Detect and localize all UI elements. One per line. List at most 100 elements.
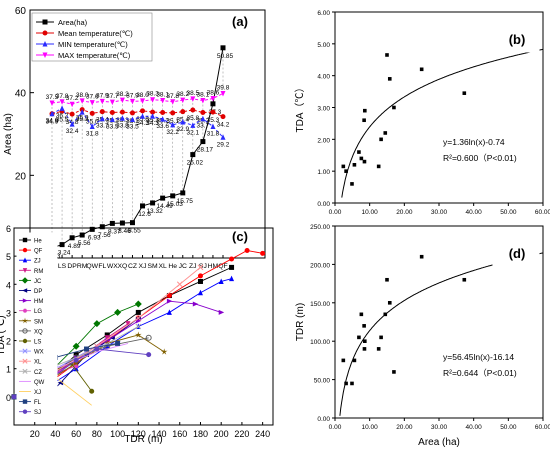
panel-c-xtick-label: 180 [193,429,208,439]
panel-a-data-label: 3.24 [58,250,71,257]
panel-a-point [119,109,125,115]
panel-a-data-label: 33.8 [116,122,129,129]
panel-a-xtick-label: SM [147,263,158,270]
panel-a-data-label: 34.3 [136,120,149,127]
panel-c-legend-label: LG [34,309,42,315]
panel-d-point [376,347,381,351]
panel-d-equation: y=56.45ln(x)-16.14 [443,352,514,362]
panel-d-point [357,335,361,340]
panel-c-legend-label: SM [34,319,43,325]
panel-c-ytick-label: 1 [6,365,11,375]
panel-a-data-label: 37.9 [126,92,139,99]
panel-a-point [220,45,226,51]
panel-a-point [89,100,95,106]
panel-a-legend-marker [42,30,48,36]
panel-a-data-label: 36.2 [56,112,69,119]
panel-c-legend-label: RM [34,269,43,275]
panel-d-point [462,277,467,282]
panel-b-point [419,67,424,72]
panel-a-data-label: 13.32 [146,208,163,215]
panel-a-data-label: 34.3 [146,120,159,127]
panel-a-xtick-label: XJ [139,263,147,270]
panel-c-point [244,248,250,254]
panel-c-legend-marker [22,328,28,334]
panel-a-data-label: 4.89 [68,243,81,250]
panel-c-ylabel: TDA (℃) [0,315,7,355]
panel-a-point [190,152,196,158]
panel-c-legend-marker [22,257,28,263]
panel-c-legend-label: HM [34,299,43,305]
panel-a-data-label: 35.3 [207,117,220,124]
panel-a-xtick-label: JC [179,263,187,270]
panel-a-xtick-label: WX [107,263,118,270]
panel-c-legend-marker [22,348,28,354]
panel-b-point [362,118,366,123]
panel-a-data-label: 28.17 [197,147,214,154]
panel-c-legend-label: QF [34,249,43,255]
panel-a-point [129,110,135,116]
panel-d-xtick-label: 50.00 [500,424,517,431]
panel-c-point [84,346,90,352]
panel-a-legend-label: Area(ha) [58,18,88,27]
panel-c-point [197,264,204,271]
panel-d-r2: R²=0.644（P<0.01) [443,368,517,378]
panel-d-label: (d) [509,246,526,261]
panel-c-xlabel: TDR (m) [124,434,162,445]
panel-a-point [59,99,65,105]
panel-c-legend-marker [22,409,28,414]
panel-a-xtick-label: He [168,263,177,270]
panel-a-series-line [51,93,224,105]
panel-c-series-line [13,250,263,398]
panel-a-ytick-label: 20 [15,171,27,182]
panel-b-xtick-label: 10.00 [362,209,379,216]
panel-a-data-label: 38.1 [156,92,169,99]
panel-c-ytick-label: 0 [6,393,11,403]
panel-a-data-label: 35.0 [86,118,99,125]
panel-c-point [166,309,172,315]
panel-a-point [170,99,176,105]
panel-a-point [150,113,156,119]
panel-d-point [352,358,357,363]
panel-a-legend-marker [42,41,48,47]
panel-a-point [170,121,176,128]
panel-a-data-label: 15.03 [167,201,184,208]
panel-a-point [109,116,115,123]
panel-a-data-label: 37.6 [86,94,99,101]
panel-a-data-label: 8.37 [108,228,121,235]
panel-c-legend-marker [22,237,28,243]
panel-a-point [200,98,206,104]
panel-a-point [160,110,166,116]
panel-a-point [109,110,115,116]
panel-d-ytick-label: 250.00 [310,224,330,231]
panel-a-data-label: 33.7 [96,123,109,130]
panel-d-label-bg [492,237,540,267]
panel-a-data-label: 34.9 [46,118,59,125]
panel-a-point [150,200,156,206]
panel-a-point [160,116,166,122]
panel-a-data-label: 50.85 [217,53,234,60]
panel-a-point [200,139,206,145]
panel-a-data-label: 39.8 [217,84,230,91]
panel-c-legend-marker [22,358,28,364]
panel-a-data-label: 32.4 [66,128,79,135]
panel-d-ytick-label: 100.00 [310,339,330,346]
panel-a-data-label: 15.75 [177,198,194,205]
panel-d-point [363,339,367,343]
panel-a-point [170,193,176,199]
panel-a-point [150,109,156,115]
panel-d-point [362,347,367,351]
panel-d-xtick-label: 0.00 [329,424,342,431]
panel-c-legend-label: JC [34,279,42,285]
panel-b-ytick-label: 2.00 [317,137,330,144]
panel-b-xtick-label: 30.00 [431,209,448,216]
panel-a-data-label: 35.8 [186,115,199,122]
panel-a-data-label: 7.56 [98,232,111,239]
panel-c-point [218,309,225,315]
panel-a-xtick-label: SJ [199,263,207,270]
panel-a-point [160,98,166,104]
panel-a-data-label: 33.7 [197,123,210,130]
panel-c-legend-label: XQ [34,329,43,335]
panel-a-point [59,105,65,111]
panel-b-point [392,105,396,110]
panel-c-legend-label: XJ [34,390,41,396]
